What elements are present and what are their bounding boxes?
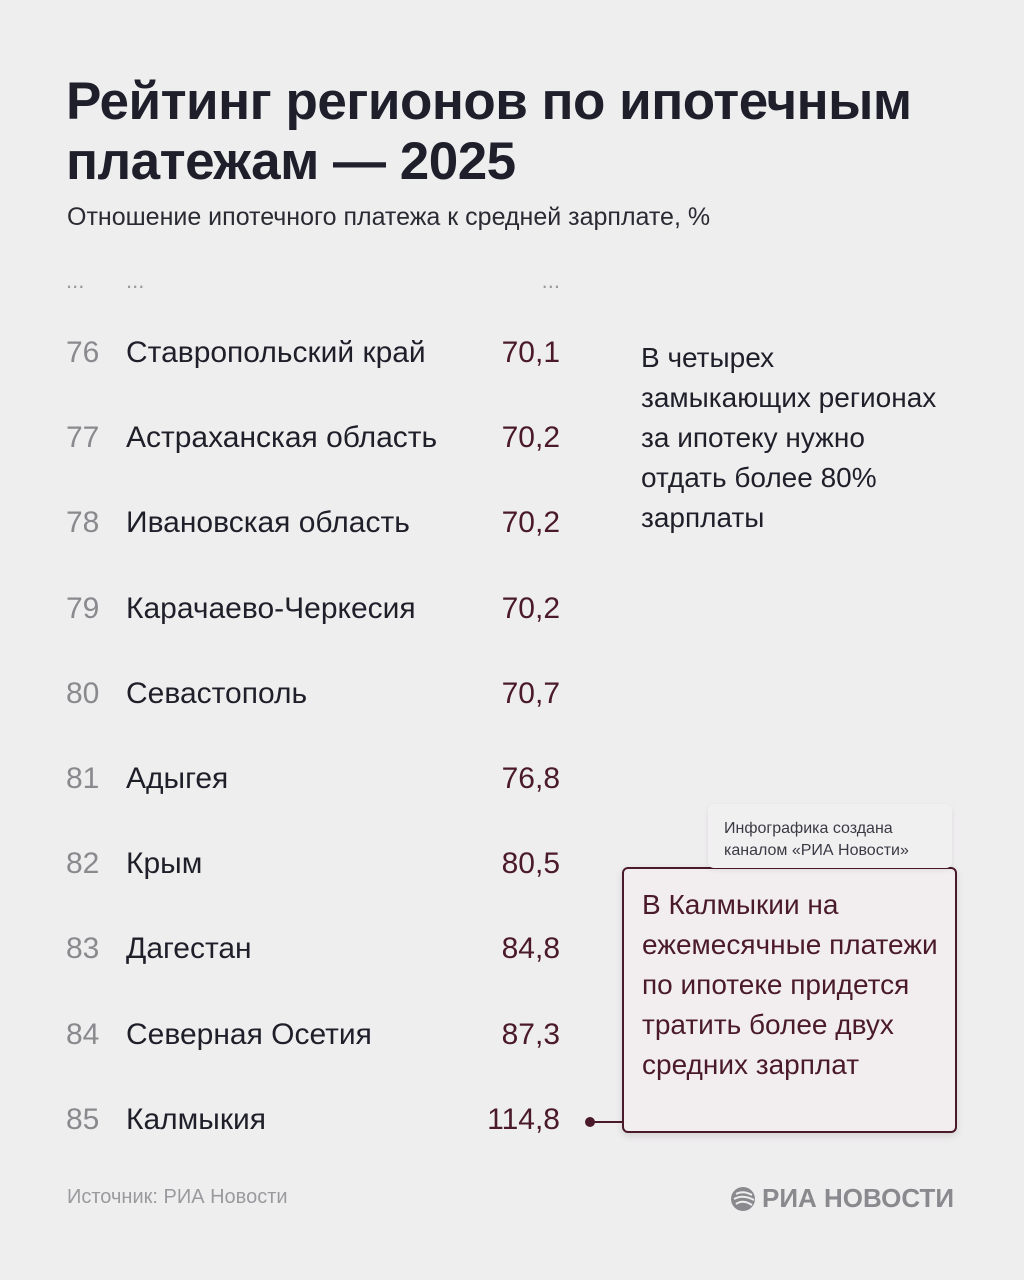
row-rank: 80 (66, 676, 100, 710)
ria-logo: РИА НОВОСТИ (730, 1183, 954, 1214)
ria-globe-icon (731, 1186, 755, 1211)
table-row: 83 Дагестан 84,8 (0, 932, 600, 972)
table-row: 81 Адыгея 76,8 (0, 762, 600, 802)
row-value: 87,3 (501, 1017, 560, 1051)
row-value: 80,5 (501, 847, 560, 881)
row-value: 76,8 (501, 762, 560, 795)
row-name: Севастополь (126, 676, 308, 710)
row-value: 70,7 (501, 676, 560, 710)
row-rank: 83 (66, 932, 100, 966)
subtitle: Отношение ипотечного платежа к средней з… (67, 203, 711, 231)
row-rank: 78 (66, 506, 100, 540)
ellipsis-rank: ... (66, 268, 85, 293)
source-text: Источник: РИА Новости (67, 1186, 288, 1208)
ellipsis-row: ... ... ... (0, 268, 600, 308)
row-value: 70,2 (501, 421, 560, 455)
row-rank: 82 (66, 847, 100, 881)
table-row: 85 Калмыкия 114,8 (0, 1103, 600, 1143)
row-name: Дагестан (126, 932, 252, 966)
ellipsis-value: ... (541, 268, 560, 293)
row-name: Крым (126, 847, 203, 881)
row-name: Калмыкия (126, 1102, 266, 1136)
row-rank: 76 (66, 336, 100, 369)
row-name: Адыгея (126, 762, 229, 795)
table-row: 78 Ивановская область 70,2 (0, 506, 600, 546)
row-rank: 85 (66, 1102, 100, 1136)
page-title: Рейтинг регионов по ипотечным платежам —… (66, 72, 912, 191)
row-name: Северная Осетия (126, 1017, 372, 1051)
row-rank: 81 (66, 762, 100, 795)
row-name: Ивановская область (126, 506, 410, 540)
row-value: 84,8 (501, 932, 560, 966)
row-rank: 84 (66, 1017, 100, 1051)
ellipsis-name: ... (126, 268, 145, 293)
row-name: Карачаево-Черкесия (126, 591, 416, 625)
callout-text: В Калмыкии на ежемесячные платежи по ипо… (642, 889, 938, 1080)
row-value: 70,1 (501, 336, 560, 369)
row-name: Астраханская область (126, 421, 438, 455)
callout-leader-dot (585, 1117, 595, 1127)
row-rank: 77 (66, 421, 100, 455)
note-text: В четырех замыкающих регионах за ипотеку… (641, 342, 937, 533)
row-name: Ставропольский край (126, 336, 426, 369)
callout-leader-line (590, 1121, 622, 1123)
table-row: 80 Севастополь 70,7 (0, 677, 600, 717)
table-row: 82 Крым 80,5 (0, 847, 600, 887)
credit-label: Инфографика создана каналом «РИА Новости… (708, 804, 952, 868)
table-row: 84 Северная Осетия 87,3 (0, 1018, 600, 1058)
row-value: 70,2 (501, 591, 560, 625)
table-row: 77 Астраханская область 70,2 (0, 421, 600, 461)
table-row: 79 Карачаево-Черкесия 70,2 (0, 592, 600, 632)
row-value: 70,2 (501, 506, 560, 540)
logo-text: РИА НОВОСТИ (762, 1183, 955, 1213)
row-rank: 79 (66, 591, 100, 625)
callout-box: В Калмыкии на ежемесячные платежи по ипо… (622, 867, 957, 1133)
table-row: 76 Ставропольский край 70,1 (0, 336, 600, 376)
row-value: 114,8 (487, 1102, 560, 1136)
